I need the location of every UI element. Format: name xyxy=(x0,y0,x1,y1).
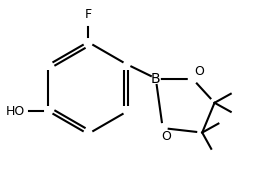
Text: O: O xyxy=(162,130,172,143)
Text: B: B xyxy=(151,72,161,86)
Text: O: O xyxy=(194,65,204,78)
Text: F: F xyxy=(84,8,92,21)
Text: HO: HO xyxy=(6,105,25,118)
